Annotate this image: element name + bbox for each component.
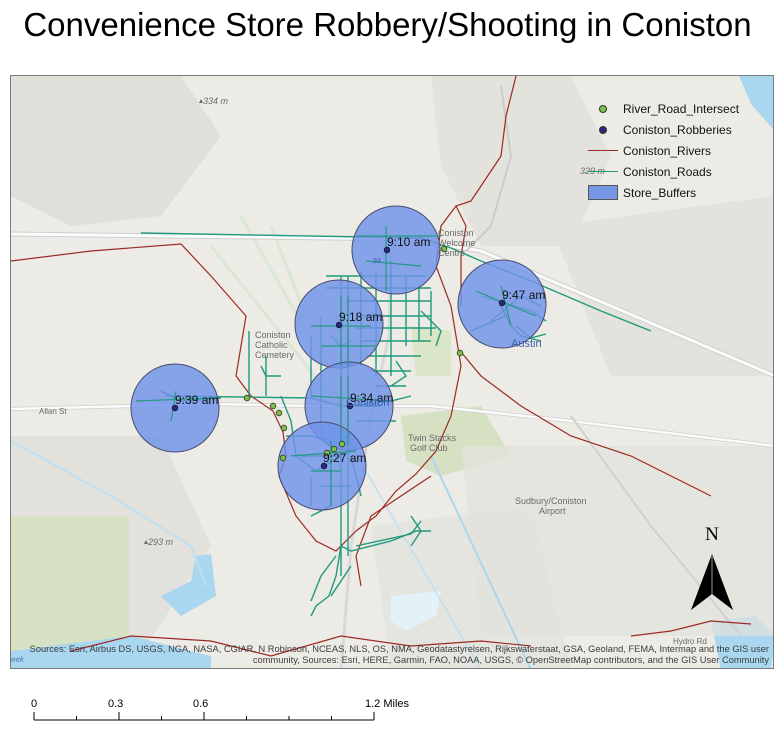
elevation-marker-icon [144, 540, 148, 544]
robbery-point[interactable] [498, 299, 506, 307]
place-label-coniston: Coniston [346, 397, 389, 409]
legend-label: Coniston_Roads [623, 164, 712, 179]
street-label: Hydro Rd [673, 637, 707, 646]
place-label: Coniston [255, 330, 291, 340]
highway-shield: 93 [373, 258, 381, 265]
robbery-point[interactable] [320, 462, 328, 470]
robbery-point[interactable] [335, 321, 343, 329]
place-label: Twin Stacks [408, 433, 457, 443]
green-area [411, 326, 451, 376]
green-dot-icon [599, 104, 607, 113]
robbery-time-label: 9:47 am [502, 288, 545, 302]
highway-17 [11, 232, 773, 377]
store-buffer[interactable] [351, 205, 441, 295]
river-road-intersects [243, 245, 464, 462]
north-arrow: N [689, 524, 735, 614]
place-label: Coniston [438, 228, 474, 238]
hill-shade [431, 76, 611, 246]
scale-tick-label: 0 [31, 698, 38, 710]
stream [11, 440, 207, 587]
street-label: Allan St [39, 407, 67, 416]
map-legend: River_Road_Intersect Coniston_Robberies … [587, 98, 739, 203]
attribution-line: community, Sources: Esri, HERE, Garmin, … [252, 655, 769, 665]
robbery-time-labels: 9:10 am 9:18 am 9:27 am 9:34 am 9:39 am … [175, 235, 545, 465]
attribution-line: Sources: Esri, Airbus DS, USGS, NGA, NAS… [29, 644, 769, 654]
map-canvas: 9:10 am 9:18 am 9:27 am 9:34 am 9:39 am … [11, 76, 773, 668]
road [570, 415, 742, 637]
legend-symbol [587, 122, 619, 138]
place-label: Welcome [438, 238, 475, 248]
intersect-point[interactable] [330, 445, 338, 453]
robbery-time-label: 9:18 am [339, 310, 382, 324]
place-label-austin: Austin [511, 338, 542, 350]
intersect-point[interactable] [275, 409, 283, 417]
scale-bar-graphic [33, 712, 375, 721]
intersect-point[interactable] [338, 440, 346, 448]
place-label: Golf Club [410, 443, 448, 453]
legend-item-buffers: Store_Buffers [587, 182, 739, 203]
map-frame[interactable]: 9:10 am 9:18 am 9:27 am 9:34 am 9:39 am … [10, 75, 774, 669]
rivers [11, 76, 752, 657]
map-attribution: Sources: Esri, Airbus DS, USGS, NGA, NAS… [19, 644, 769, 666]
legend-label: Coniston_Rivers [623, 143, 712, 158]
robbery-point[interactable] [383, 246, 391, 254]
legend-item-roads: Coniston_Roads [587, 161, 739, 182]
legend-label: Coniston_Robberies [623, 122, 732, 137]
robbery-point[interactable] [346, 402, 354, 410]
legend-label: River_Road_Intersect [623, 101, 740, 116]
intersect-point[interactable] [279, 454, 287, 462]
map-title: Convenience Store Robbery/Shooting in Co… [23, 6, 752, 43]
basemap-labels: 334 m 329 m 293 m Coniston Welcome Centr… [11, 96, 707, 664]
road [465, 85, 513, 252]
elevation-label: 293 m [147, 537, 174, 547]
hill-shade [551, 196, 773, 376]
intersect-point[interactable] [243, 394, 251, 402]
intersect-point[interactable] [323, 449, 331, 457]
robbery-point[interactable] [171, 404, 179, 412]
robbery-time-label: 9:10 am [387, 235, 430, 249]
intersect-point[interactable] [440, 245, 448, 253]
robbery-points [171, 246, 506, 470]
elevation-marker-icon [199, 99, 203, 103]
legend-item-river-road-intersect: River_Road_Intersect [587, 98, 739, 119]
stream [430, 455, 532, 668]
scale-tick-label: 0.6 [193, 698, 209, 710]
blue-box-icon [588, 185, 618, 200]
legend-symbol [587, 185, 619, 201]
water-label: eek [11, 655, 25, 664]
legend-item-robberies: Coniston_Robberies [587, 119, 739, 140]
place-label: Airport [539, 506, 566, 516]
red-line-icon [588, 150, 618, 151]
pond [391, 591, 441, 631]
elevation-label: 334 m [203, 96, 229, 106]
place-label: Catholic [255, 340, 288, 350]
legend-symbol [587, 164, 619, 180]
robbery-time-label: 9:34 am [350, 391, 393, 405]
scale-tick-label: 1.2 Miles [365, 698, 410, 710]
teal-line-icon [588, 171, 618, 172]
place-label: Centre [438, 248, 465, 258]
scale-bar: 0 0.3 0.6 1.2 Miles [0, 690, 775, 730]
legend-label: Store_Buffers [623, 185, 697, 200]
legend-symbol [587, 101, 619, 117]
robbery-time-label: 9:27 am [323, 451, 366, 465]
north-arrow-icon [691, 554, 733, 610]
robbery-time-label: 9:39 am [175, 393, 218, 407]
place-label: Sudbury/Coniston [515, 496, 587, 506]
intersect-point[interactable] [280, 424, 288, 432]
legend-symbol [587, 143, 619, 159]
pond [161, 554, 216, 616]
intersect-point[interactable] [269, 402, 277, 410]
lake [11, 636, 211, 668]
airport-area [461, 446, 773, 636]
hill-shade [11, 76, 221, 226]
legend-item-rivers: Coniston_Rivers [587, 140, 739, 161]
navy-dot-icon [599, 125, 607, 134]
scale-tick-label: 0.3 [108, 698, 124, 710]
lake [739, 76, 773, 129]
place-label: Cemetery [255, 350, 295, 360]
intersect-point[interactable] [456, 349, 464, 357]
north-arrow-letter: N [705, 524, 719, 545]
roads-over-buffers [135, 226, 537, 506]
